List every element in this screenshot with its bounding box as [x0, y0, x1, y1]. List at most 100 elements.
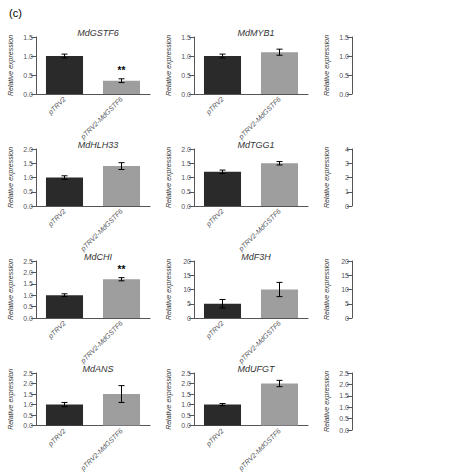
svg-text:Relative expression: Relative expression	[7, 147, 15, 208]
svg-text:Relative expression: Relative expression	[165, 147, 173, 208]
svg-text:Relative expression: Relative expression	[323, 371, 331, 432]
svg-text:20: 20	[183, 258, 191, 265]
svg-text:pTRV2: pTRV2	[46, 95, 68, 117]
svg-text:1.5: 1.5	[23, 391, 33, 398]
svg-text:1.0: 1.0	[23, 401, 33, 408]
svg-text:5: 5	[345, 300, 349, 307]
svg-text:0.0: 0.0	[339, 91, 349, 98]
svg-text:0.5: 0.5	[181, 412, 191, 419]
svg-text:MdUFGT: MdUFGT	[238, 364, 277, 374]
svg-text:1.0: 1.0	[181, 174, 191, 181]
svg-text:2.5: 2.5	[23, 370, 33, 377]
svg-text:1.5: 1.5	[23, 160, 33, 167]
svg-text:0.5: 0.5	[181, 72, 191, 79]
svg-text:MdMYB1: MdMYB1	[237, 28, 274, 38]
svg-text:1.0: 1.0	[23, 53, 33, 60]
svg-text:0: 0	[187, 315, 191, 322]
svg-text:MdTGG1: MdTGG1	[237, 140, 274, 150]
svg-text:Relative expression: Relative expression	[323, 259, 331, 320]
svg-text:pTRV2: pTRV2	[46, 427, 68, 449]
svg-text:20: 20	[341, 258, 349, 265]
svg-text:1.5: 1.5	[23, 280, 33, 287]
svg-text:MdHLH33: MdHLH33	[78, 140, 119, 150]
svg-text:Relative expression: Relative expression	[165, 369, 173, 430]
svg-text:0.5: 0.5	[339, 72, 349, 79]
svg-text:1.5: 1.5	[339, 34, 349, 41]
svg-text:pTRV2: pTRV2	[46, 207, 68, 229]
svg-text:MdF3H: MdF3H	[241, 252, 271, 262]
svg-text:pTRV2-MdGSTF6: pTRV2-MdGSTF6	[237, 95, 283, 141]
svg-text:MdGSTF6: MdGSTF6	[77, 28, 119, 38]
svg-text:MdCHI: MdCHI	[84, 252, 113, 262]
svg-text:Relative expression: Relative expression	[7, 259, 15, 320]
svg-text:pTRV2: pTRV2	[204, 95, 226, 117]
svg-text:pTRV2-MdGSTF6: pTRV2-MdGSTF6	[237, 207, 283, 253]
svg-text:2.0: 2.0	[181, 146, 191, 153]
svg-text:0.0: 0.0	[23, 203, 33, 210]
svg-text:0.0: 0.0	[23, 315, 33, 322]
svg-text:MdANS: MdANS	[82, 364, 113, 374]
svg-text:1.5: 1.5	[181, 34, 191, 41]
svg-text:pTRV2-MdGSTF6: pTRV2-MdGSTF6	[79, 207, 125, 253]
svg-text:0.5: 0.5	[23, 72, 33, 79]
svg-text:0.0: 0.0	[339, 427, 349, 434]
svg-text:1: 1	[345, 188, 349, 195]
svg-text:2.0: 2.0	[23, 380, 33, 387]
svg-text:pTRV2: pTRV2	[204, 207, 226, 229]
svg-text:**: **	[118, 264, 126, 275]
svg-text:pTRV2: pTRV2	[204, 319, 226, 341]
svg-text:0.5: 0.5	[339, 415, 349, 422]
svg-text:0.5: 0.5	[23, 303, 33, 310]
svg-text:1.0: 1.0	[181, 401, 191, 408]
svg-text:1.5: 1.5	[181, 160, 191, 167]
svg-text:2.0: 2.0	[23, 146, 33, 153]
svg-text:0.5: 0.5	[23, 412, 33, 419]
svg-text:Relative expression: Relative expression	[165, 35, 173, 96]
svg-text:pTRV2: pTRV2	[204, 427, 226, 449]
svg-text:1.5: 1.5	[339, 392, 349, 399]
svg-text:10: 10	[341, 286, 349, 293]
svg-text:3: 3	[345, 160, 349, 167]
svg-text:15: 15	[183, 272, 191, 279]
svg-text:pTRV2-MdGSTF6: pTRV2-MdGSTF6	[237, 319, 283, 365]
svg-text:1.0: 1.0	[23, 174, 33, 181]
svg-text:10: 10	[183, 286, 191, 293]
svg-text:pTRV2-MdGSTF6: pTRV2-MdGSTF6	[79, 427, 125, 473]
svg-text:15: 15	[341, 272, 349, 279]
svg-text:0: 0	[345, 203, 349, 210]
svg-text:5: 5	[187, 300, 191, 307]
svg-text:2: 2	[345, 174, 349, 181]
svg-text:2.5: 2.5	[181, 370, 191, 377]
svg-text:(c): (c)	[9, 7, 22, 19]
svg-text:1.5: 1.5	[181, 391, 191, 398]
svg-text:1.5: 1.5	[23, 34, 33, 41]
svg-text:0.0: 0.0	[181, 422, 191, 429]
svg-text:Relative expression: Relative expression	[7, 369, 15, 430]
svg-text:1.0: 1.0	[181, 53, 191, 60]
svg-text:pTRV2: pTRV2	[46, 319, 68, 341]
svg-text:1.0: 1.0	[339, 404, 349, 411]
svg-text:0: 0	[345, 315, 349, 322]
svg-text:pTRV2-MdGSTF6: pTRV2-MdGSTF6	[79, 319, 125, 365]
svg-text:0.5: 0.5	[181, 188, 191, 195]
svg-text:2.0: 2.0	[181, 380, 191, 387]
svg-text:4: 4	[345, 146, 349, 153]
svg-text:Relative expression: Relative expression	[323, 35, 331, 96]
svg-text:0.0: 0.0	[23, 91, 33, 98]
svg-text:Relative expression: Relative expression	[323, 147, 331, 208]
svg-text:2.0: 2.0	[23, 269, 33, 276]
svg-text:pTRV2-MdGSTF6: pTRV2-MdGSTF6	[237, 427, 283, 473]
svg-text:0.0: 0.0	[23, 422, 33, 429]
svg-text:pTRV2-MdGSTF6: pTRV2-MdGSTF6	[79, 95, 125, 141]
svg-text:**: **	[118, 65, 126, 76]
svg-text:0.0: 0.0	[181, 203, 191, 210]
svg-text:2.5: 2.5	[23, 258, 33, 265]
svg-text:Relative expression: Relative expression	[7, 35, 15, 96]
svg-text:2.0: 2.0	[339, 381, 349, 388]
svg-text:Relative expression: Relative expression	[165, 259, 173, 320]
svg-text:2.5: 2.5	[339, 370, 349, 377]
svg-text:0.0: 0.0	[181, 91, 191, 98]
svg-text:1.0: 1.0	[339, 53, 349, 60]
svg-text:1.0: 1.0	[23, 292, 33, 299]
svg-text:0.5: 0.5	[23, 188, 33, 195]
